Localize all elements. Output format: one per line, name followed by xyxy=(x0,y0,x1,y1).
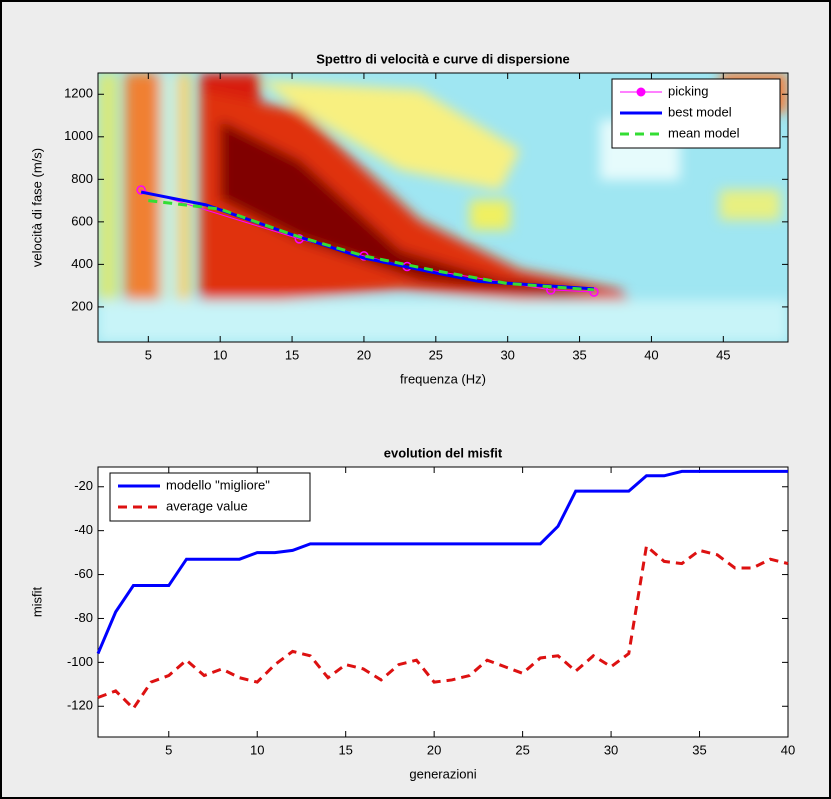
y-tick-label: 1200 xyxy=(64,86,93,101)
x-tick-label: 20 xyxy=(427,742,441,757)
y-tick-label: -120 xyxy=(67,698,93,713)
x-tick-label: 30 xyxy=(500,347,514,362)
y-tick-label: 1000 xyxy=(64,128,93,143)
x-tick-label: 5 xyxy=(145,347,152,362)
x-tick-label: 40 xyxy=(644,347,658,362)
x-tick-label: 30 xyxy=(604,742,618,757)
point-marker xyxy=(136,185,146,195)
x-tick-label: 15 xyxy=(338,742,352,757)
legend-label: picking xyxy=(668,83,708,98)
y-axis-label: misfit xyxy=(29,586,44,617)
y-tick-label: 200 xyxy=(71,298,93,313)
x-tick-label: 10 xyxy=(250,742,264,757)
x-axis-label: frequenza (Hz) xyxy=(400,371,486,386)
series-line xyxy=(140,190,595,291)
legend-label: modello "migliore" xyxy=(166,477,270,492)
x-tick-label: 5 xyxy=(165,742,172,757)
x-axis-label: generazioni xyxy=(409,766,476,781)
chart-title: Spettro di velocità e curve di dispersio… xyxy=(316,51,570,66)
legend-label: best model xyxy=(668,104,732,119)
x-tick-label: 10 xyxy=(213,347,227,362)
x-tick-label: 40 xyxy=(781,742,795,757)
spectrum-heatmap xyxy=(98,73,788,342)
y-axis-label: velocità di fase (m/s) xyxy=(29,148,44,267)
y-tick-label: 400 xyxy=(71,256,93,271)
legend-label: average value xyxy=(166,498,248,513)
legend-box xyxy=(109,472,311,522)
x-tick-label: 25 xyxy=(429,347,443,362)
x-tick-label: 45 xyxy=(716,347,730,362)
y-tick-label: -20 xyxy=(74,478,93,493)
x-tick-label: 35 xyxy=(572,347,586,362)
chart-title: evolution del misfit xyxy=(384,445,503,460)
y-tick-label: -40 xyxy=(74,522,93,537)
y-tick-label: -100 xyxy=(67,654,93,669)
x-tick-label: 35 xyxy=(692,742,706,757)
series-line xyxy=(97,543,789,711)
y-tick-label: -60 xyxy=(74,566,93,581)
axes-frame xyxy=(97,72,789,343)
x-tick-label: 20 xyxy=(357,347,371,362)
y-tick-label: 600 xyxy=(71,213,93,228)
x-tick-label: 25 xyxy=(515,742,529,757)
y-tick-label: 800 xyxy=(71,171,93,186)
x-tick-label: 15 xyxy=(285,347,299,362)
series-line xyxy=(96,469,788,655)
legend-label: mean model xyxy=(668,125,740,140)
y-tick-label: -80 xyxy=(74,610,93,625)
legend-marker xyxy=(636,87,646,97)
